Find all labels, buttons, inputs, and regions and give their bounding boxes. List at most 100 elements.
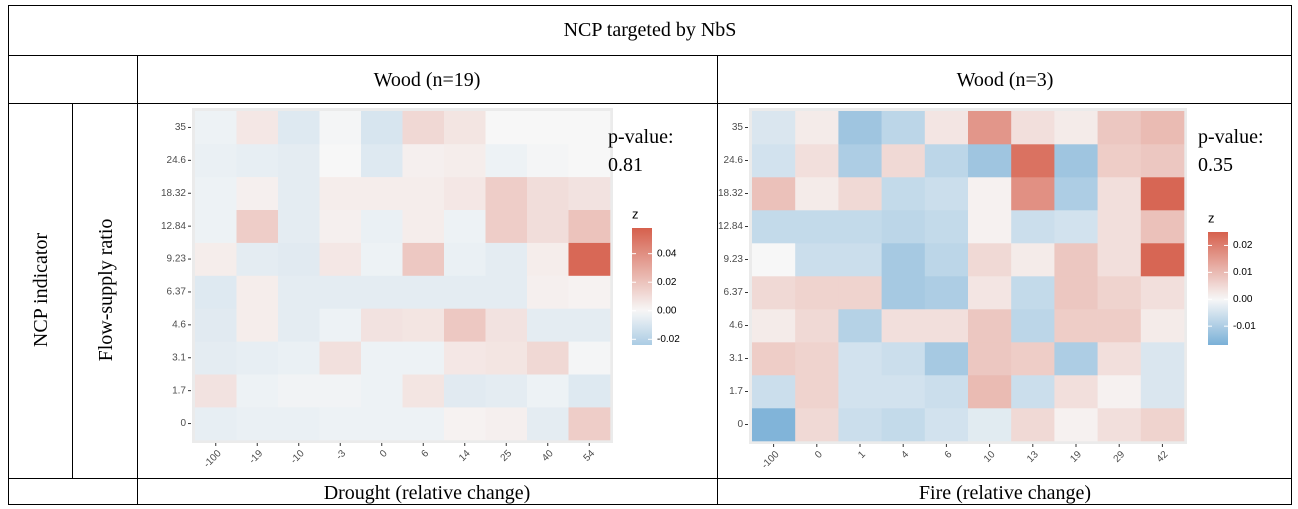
colorbar xyxy=(632,228,652,345)
heat-cell xyxy=(795,210,839,244)
heat-cell xyxy=(968,309,1012,343)
colorbar-label: 0.00 xyxy=(657,305,677,316)
heat-cell xyxy=(1097,210,1142,244)
heat-cell xyxy=(236,176,279,210)
y-tick-label: 24.6 xyxy=(167,155,187,166)
heat-cell xyxy=(1011,408,1055,442)
heat-cell xyxy=(319,143,362,178)
heat-cell xyxy=(1011,243,1055,277)
heat-cell xyxy=(1054,177,1098,211)
heat-cell xyxy=(1054,111,1098,145)
heat-cell xyxy=(236,308,279,342)
legend-title: z xyxy=(1208,210,1215,225)
y-tick-label: 9.23 xyxy=(724,254,744,265)
heat-cell xyxy=(444,143,486,178)
heat-cell xyxy=(527,308,569,342)
heat-cell xyxy=(236,209,279,243)
heat-cell xyxy=(527,275,569,309)
heat-cell xyxy=(795,111,839,145)
heat-cell xyxy=(1054,342,1098,376)
heat-cell xyxy=(361,111,403,145)
x-tick-label: -3 xyxy=(334,448,348,462)
heat-cell xyxy=(1054,243,1098,277)
heat-cell xyxy=(319,111,362,145)
heat-cell xyxy=(838,408,882,442)
heat-cell xyxy=(924,342,969,376)
heat-cell xyxy=(968,177,1012,211)
heat-cell xyxy=(881,111,926,145)
heat-cell xyxy=(527,209,569,243)
heat-cell xyxy=(485,176,528,210)
heat-cell xyxy=(568,242,611,276)
heat-cell xyxy=(968,342,1012,376)
y-tick-label: 12.84 xyxy=(161,221,186,232)
x-tick-label: 40 xyxy=(540,448,556,464)
y-tick-label: 6.37 xyxy=(167,287,187,298)
heat-cell xyxy=(1140,177,1185,211)
heat-cell xyxy=(838,210,882,244)
heat-cell xyxy=(838,111,882,145)
heat-cell xyxy=(838,144,882,178)
y-tick-label: 12.84 xyxy=(718,221,743,232)
heat-cell xyxy=(1097,408,1142,442)
heat-cell xyxy=(968,408,1012,442)
x-tick-label: 29 xyxy=(1112,449,1128,465)
heat-cell xyxy=(319,209,362,243)
heat-cell xyxy=(838,309,882,343)
heat-cell xyxy=(444,308,486,342)
heat-cell xyxy=(236,143,279,178)
heat-cell xyxy=(278,275,320,309)
heat-cell xyxy=(924,111,969,145)
y-tick-label: 1.7 xyxy=(729,386,743,397)
heat-cell xyxy=(485,242,528,276)
legend-title: z xyxy=(632,206,639,221)
heat-cell xyxy=(361,176,403,210)
heat-cell xyxy=(319,308,362,342)
heat-cell xyxy=(752,243,796,277)
heat-cell xyxy=(195,374,237,408)
heat-cell xyxy=(838,375,882,409)
heat-cell xyxy=(1140,309,1185,343)
y-tick-label: 1.7 xyxy=(172,385,186,396)
heat-cell xyxy=(1054,144,1098,178)
x-tick-label: 13 xyxy=(1025,449,1041,465)
heat-cell xyxy=(752,276,796,310)
y-tick-label: 3.1 xyxy=(172,352,186,363)
x-tick-label: 42 xyxy=(1155,449,1171,465)
colorbar-label: 0.02 xyxy=(657,277,677,288)
table-border xyxy=(8,5,1292,505)
heat-cell xyxy=(236,242,279,276)
heat-cell xyxy=(236,111,279,145)
heat-cell xyxy=(924,177,969,211)
heat-cell xyxy=(924,243,969,277)
heat-cell xyxy=(1011,177,1055,211)
heat-cell xyxy=(1140,342,1185,376)
y-tick-label: 0 xyxy=(737,419,743,430)
x-tick-label: -10 xyxy=(289,448,307,466)
heat-cell xyxy=(444,374,486,408)
heat-cell xyxy=(195,275,237,309)
heat-cell xyxy=(1097,144,1142,178)
y-tick-label: 18.32 xyxy=(161,188,186,199)
heat-cell xyxy=(527,176,569,210)
heat-cell xyxy=(485,374,528,408)
heat-cell xyxy=(1140,144,1185,178)
heat-cell xyxy=(278,374,320,408)
heat-cell xyxy=(968,243,1012,277)
heat-cell xyxy=(881,309,926,343)
heat-cell xyxy=(1140,276,1185,310)
heat-cell xyxy=(1140,408,1185,442)
heat-cell xyxy=(402,209,445,243)
heat-cell xyxy=(968,111,1012,145)
heat-cell xyxy=(1054,276,1098,310)
table-header: NCP targeted by NbS xyxy=(564,19,737,41)
heat-cell xyxy=(236,341,279,375)
heat-cell xyxy=(361,308,403,342)
y-tick-label: 4.6 xyxy=(172,319,186,330)
x-tick-label: 19 xyxy=(1068,449,1084,465)
heat-cell xyxy=(527,374,569,408)
heat-cell xyxy=(361,242,403,276)
heat-cell xyxy=(402,111,445,145)
heat-cell xyxy=(795,408,839,442)
